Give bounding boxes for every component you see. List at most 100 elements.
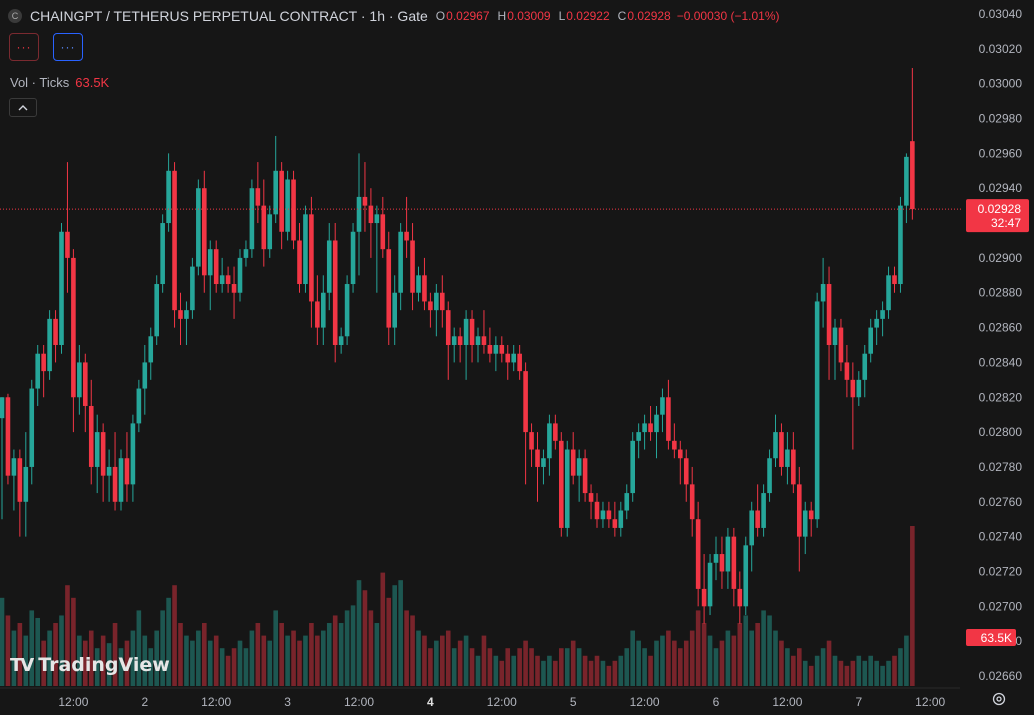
volume-bar (166, 597, 171, 686)
volume-bar (826, 640, 832, 686)
candle-body (59, 231, 64, 345)
candle-body (422, 275, 427, 302)
volume-bar (666, 630, 671, 686)
candle-body (112, 466, 118, 502)
volume-bar (487, 648, 493, 686)
candle-body (142, 362, 148, 389)
y-axis-tick-label: 0.02840 (979, 355, 1023, 369)
candle-body (273, 170, 278, 215)
candle-body (582, 458, 588, 494)
volume-bar (636, 640, 641, 686)
candle-body (535, 449, 540, 467)
candle-body (416, 275, 421, 293)
volume-bar (547, 655, 552, 686)
volume-bar (213, 635, 219, 686)
volume-bar (463, 635, 469, 686)
candle-body (344, 284, 350, 337)
candle-body (88, 405, 94, 467)
volume-bar (713, 648, 719, 686)
volume-bar (779, 640, 784, 686)
y-axis-tick-label: 0.02860 (979, 321, 1023, 335)
candle-body (17, 458, 23, 502)
chart-title[interactable]: CHAINGPT / TETHERUS PERPETUAL CONTRACT ·… (30, 8, 428, 24)
volume-bar (71, 597, 76, 686)
candle-body (279, 170, 284, 232)
candle-body (683, 458, 689, 485)
volume-bar (196, 630, 201, 686)
y-axis-tick-label: 0.02720 (979, 564, 1023, 578)
x-axis-tick-label: 6 (713, 695, 720, 709)
y-axis-tick-label: 0.02880 (979, 286, 1023, 300)
candle-body (136, 388, 142, 424)
chart-header: C CHAINGPT / TETHERUS PERPETUAL CONTRACT… (8, 6, 779, 26)
volume-bar (743, 615, 749, 686)
indicator-button-red[interactable]: ··· (9, 33, 39, 61)
gear-icon[interactable] (991, 691, 1007, 710)
chevron-up-icon (18, 104, 28, 110)
candle-body (862, 353, 868, 380)
volume-badge (966, 629, 1016, 646)
candle-body (35, 353, 40, 389)
candle-body (106, 466, 112, 476)
candle-body (410, 240, 415, 293)
candle-body (666, 397, 671, 441)
volume-bar (422, 635, 427, 686)
volume-bar (517, 648, 522, 686)
candle-body (434, 292, 439, 311)
x-axis-tick-label: 12:00 (915, 695, 945, 709)
candle-body (237, 257, 243, 293)
candle-body (47, 318, 52, 372)
candle-body (910, 141, 915, 210)
volume-bar (678, 648, 683, 686)
candle-body (451, 336, 457, 345)
low-value: 0.02922 (566, 9, 610, 23)
volume-bar (570, 640, 576, 686)
volume-bar (618, 655, 624, 686)
volume-bar (802, 660, 808, 686)
volume-bar (106, 643, 112, 686)
volume-bar (683, 640, 689, 686)
y-axis-tick-label: 0.02960 (979, 146, 1023, 160)
candle-body (100, 432, 106, 476)
candle-body (53, 318, 58, 345)
x-axis-tick-label: 4 (427, 695, 434, 709)
open-value: 0.02967 (446, 9, 490, 23)
volume-bar (267, 640, 273, 686)
volume-bar (499, 660, 505, 686)
candle-body (612, 519, 618, 528)
volume-bar (755, 623, 760, 686)
volume-bar (886, 660, 891, 686)
candle-body (374, 214, 380, 224)
volume-bar (178, 623, 183, 686)
high-label: H (497, 9, 507, 23)
volume-bar (868, 655, 873, 686)
candle-body (600, 510, 606, 520)
candle-body (547, 423, 552, 459)
volume-bar (94, 648, 100, 686)
volume-bar (273, 610, 278, 686)
volume-bar (820, 648, 826, 686)
volume-bar (904, 635, 909, 686)
volume-bar (362, 590, 368, 686)
indicator-button-blue[interactable]: ··· (53, 33, 83, 61)
candle-body (0, 397, 5, 419)
collapse-legend-button[interactable] (9, 98, 37, 117)
candle-body (618, 510, 624, 528)
volume-bar (564, 648, 570, 686)
candle-body (880, 310, 885, 319)
volume-bar (148, 648, 154, 686)
candle-body (826, 284, 832, 345)
candle-body (808, 510, 814, 520)
volume-legend: Vol · Ticks 63.5K (10, 75, 109, 90)
volume-bar (630, 630, 635, 686)
volume-bar (791, 655, 796, 686)
close-label: C (617, 9, 627, 23)
volume-badge-value: 63.5K (981, 631, 1012, 645)
tradingview-logo[interactable]: TV TradingView (10, 654, 170, 676)
volume-bar (761, 610, 766, 686)
candle-body (315, 301, 320, 328)
volume-bar (112, 623, 118, 686)
candle-body (743, 545, 749, 607)
volume-bar (172, 585, 177, 686)
